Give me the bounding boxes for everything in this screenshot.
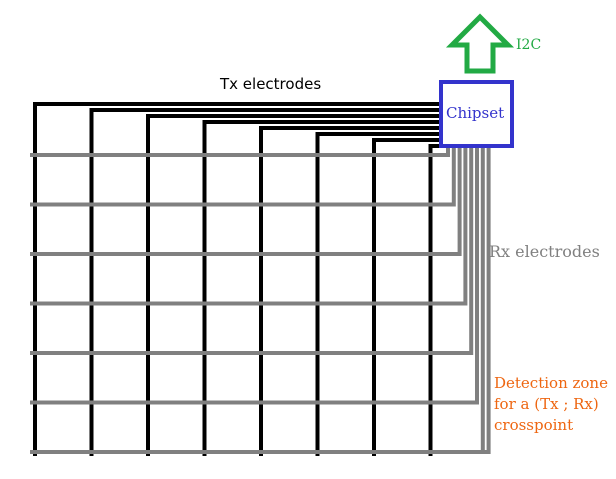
rx-electrodes (30, 146, 491, 454)
tx-electrode (33, 102, 441, 456)
detection-zone-line-1: Detection zone (494, 374, 608, 392)
rx-electrode (30, 146, 491, 454)
rx-electrode (30, 146, 456, 207)
rx-electrode (30, 146, 479, 405)
detection-zone-line-3: crosspoint (494, 416, 574, 434)
rx-electrode (30, 146, 485, 454)
tx-electrode (259, 126, 441, 456)
rx-electrode (30, 146, 462, 256)
rx-electrode (30, 146, 474, 355)
tx-electrode (315, 132, 441, 456)
tx-electrodes-label: Tx electrodes (220, 75, 322, 93)
rx-electrode (30, 146, 450, 157)
tx-electrode (89, 108, 441, 456)
tx-electrode (428, 144, 441, 456)
detection-zone-label: Detection zone for a (Tx ; Rx) crosspoin… (494, 373, 612, 436)
rx-electrodes-label: Rx electrodes (489, 242, 600, 261)
chipset-label: Chipset (446, 104, 505, 122)
tx-electrode (202, 120, 441, 456)
tx-electrode (372, 138, 441, 456)
i2c-up-arrow-icon (445, 13, 515, 74)
tx-electrodes (33, 102, 441, 456)
rx-electrode (30, 146, 468, 306)
tx-electrode (146, 114, 441, 456)
chipset-box (439, 80, 514, 148)
i2c-label: I2C (516, 37, 542, 53)
detection-zone-line-2: for a (Tx ; Rx) (494, 395, 599, 413)
